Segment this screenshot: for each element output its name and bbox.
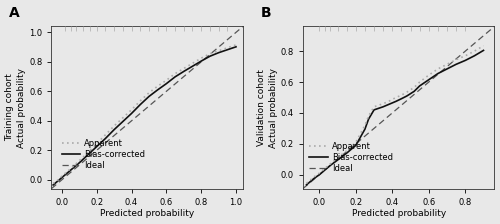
Y-axis label: Validation cohort
Actual probability: Validation cohort Actual probability bbox=[257, 68, 278, 148]
X-axis label: Predicted probability: Predicted probability bbox=[100, 209, 194, 218]
Legend: Apparent, Bias-corrected, Ideal: Apparent, Bias-corrected, Ideal bbox=[308, 140, 394, 175]
Legend: Apparent, Bias-corrected, Ideal: Apparent, Bias-corrected, Ideal bbox=[60, 137, 147, 172]
Text: B: B bbox=[260, 6, 272, 20]
X-axis label: Predicted probability: Predicted probability bbox=[352, 209, 446, 218]
Text: A: A bbox=[10, 6, 20, 20]
Y-axis label: Training cohort
Actual probability: Training cohort Actual probability bbox=[6, 68, 26, 148]
